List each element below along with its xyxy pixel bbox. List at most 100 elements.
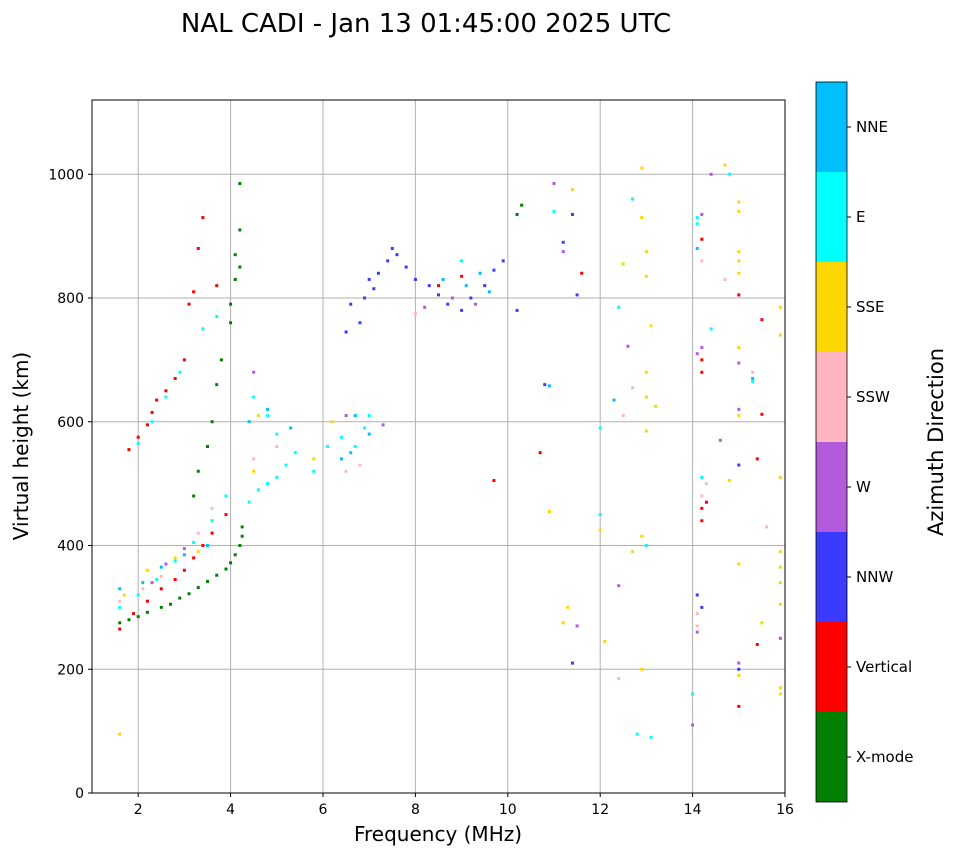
data-point-w	[626, 344, 630, 348]
data-point-nne	[182, 553, 186, 557]
x-axis-label: Frequency (MHz)	[354, 822, 522, 846]
data-point-x-mode	[118, 621, 122, 625]
data-point-ssw	[159, 574, 163, 578]
data-point-e	[631, 197, 635, 201]
data-point-ssw	[765, 525, 769, 529]
data-point-ssw	[617, 677, 621, 681]
data-point-sse	[778, 550, 782, 554]
data-point-vertical	[755, 457, 759, 461]
data-point-w	[252, 370, 256, 374]
data-point-nnw	[349, 302, 353, 306]
data-point-vertical	[201, 216, 205, 220]
data-point-ssw	[700, 494, 704, 498]
colorbar-segment	[816, 532, 847, 622]
data-point-nne	[367, 432, 371, 436]
data-points	[118, 163, 782, 739]
data-point-x-mode	[515, 212, 519, 216]
data-point-vertical	[437, 284, 440, 288]
data-point-sse	[173, 556, 177, 560]
data-point-vertical	[192, 290, 196, 294]
data-point-sse	[122, 593, 126, 597]
data-point-e	[266, 414, 270, 418]
data-point-e	[460, 259, 464, 263]
data-point-nne	[159, 565, 163, 569]
data-point-nne	[441, 277, 445, 281]
data-point-w	[695, 352, 699, 356]
data-point-sse	[760, 621, 764, 625]
data-point-e	[695, 222, 699, 226]
data-point-nnw	[427, 284, 431, 288]
data-point-e	[252, 395, 256, 399]
colorbar-label: X-mode	[856, 748, 913, 766]
data-point-sse	[778, 305, 782, 309]
data-point-sse	[737, 250, 741, 254]
data-point-w	[552, 182, 556, 186]
data-point-ssw	[621, 414, 625, 418]
data-point-w	[617, 584, 621, 588]
data-point-sse	[631, 550, 635, 554]
data-point-sse	[778, 602, 782, 606]
data-point-sse	[598, 528, 602, 532]
data-point-w	[381, 423, 385, 427]
data-point-nne	[349, 451, 353, 455]
data-point-vertical	[215, 284, 219, 288]
data-point-vertical	[737, 293, 741, 297]
data-point-nnw	[469, 296, 473, 300]
data-point-nnw	[358, 321, 362, 325]
data-point-nne	[289, 426, 293, 430]
data-point-x-mode	[240, 534, 244, 538]
data-point-x-mode	[187, 592, 191, 596]
data-point-nnw	[460, 308, 464, 312]
data-point-vertical	[132, 612, 136, 616]
data-point-w	[344, 414, 348, 418]
data-point-e	[178, 370, 182, 374]
data-point-vertical	[224, 513, 228, 517]
data-point-w	[737, 661, 741, 665]
colorbar-segment	[816, 712, 847, 802]
data-point-nnw	[575, 293, 579, 297]
data-point-nne	[751, 376, 755, 380]
data-point-x-mode	[196, 469, 200, 473]
data-point-x-mode	[127, 618, 131, 622]
data-point-e	[728, 172, 732, 176]
data-point-sse	[728, 479, 732, 483]
data-point-x-mode	[238, 182, 242, 186]
data-point-w	[691, 723, 695, 727]
data-point-vertical	[173, 578, 177, 582]
data-point-sse	[561, 621, 565, 625]
data-point-x-mode	[238, 265, 242, 269]
data-point-e	[275, 475, 279, 479]
colorbar-segment	[816, 352, 847, 442]
data-point-w	[164, 562, 168, 566]
data-point-vertical	[155, 398, 159, 402]
data-point-sse	[778, 475, 782, 479]
data-point-sse	[778, 686, 782, 690]
data-point-vertical	[182, 568, 186, 572]
data-point-x-mode	[233, 553, 237, 557]
data-point-x-mode	[229, 302, 233, 306]
data-point-ssw	[344, 469, 348, 473]
data-point-e	[552, 209, 556, 213]
data-point-nne	[206, 544, 209, 547]
colorbar-label: NNW	[856, 568, 893, 586]
data-point-nne	[141, 581, 145, 585]
plot-area	[92, 100, 785, 793]
data-point-x-mode	[210, 420, 214, 424]
data-point-sse	[118, 732, 122, 736]
data-point-vertical	[760, 412, 764, 416]
data-point-sse	[547, 509, 551, 513]
colorbar-segment	[816, 442, 847, 532]
data-point-ssw	[275, 445, 279, 448]
data-point-e	[367, 414, 371, 418]
data-point-sse	[737, 673, 741, 677]
data-point-x-mode	[520, 203, 524, 207]
data-point-e	[700, 475, 704, 479]
data-point-x-mode	[136, 615, 140, 619]
data-point-ssw	[695, 624, 699, 628]
data-point-sse	[644, 395, 648, 399]
data-point-e	[617, 305, 621, 309]
data-point-e	[644, 544, 648, 547]
data-point-vertical	[136, 435, 140, 439]
data-point-vertical	[145, 599, 149, 603]
colorbar-segment	[816, 262, 847, 352]
